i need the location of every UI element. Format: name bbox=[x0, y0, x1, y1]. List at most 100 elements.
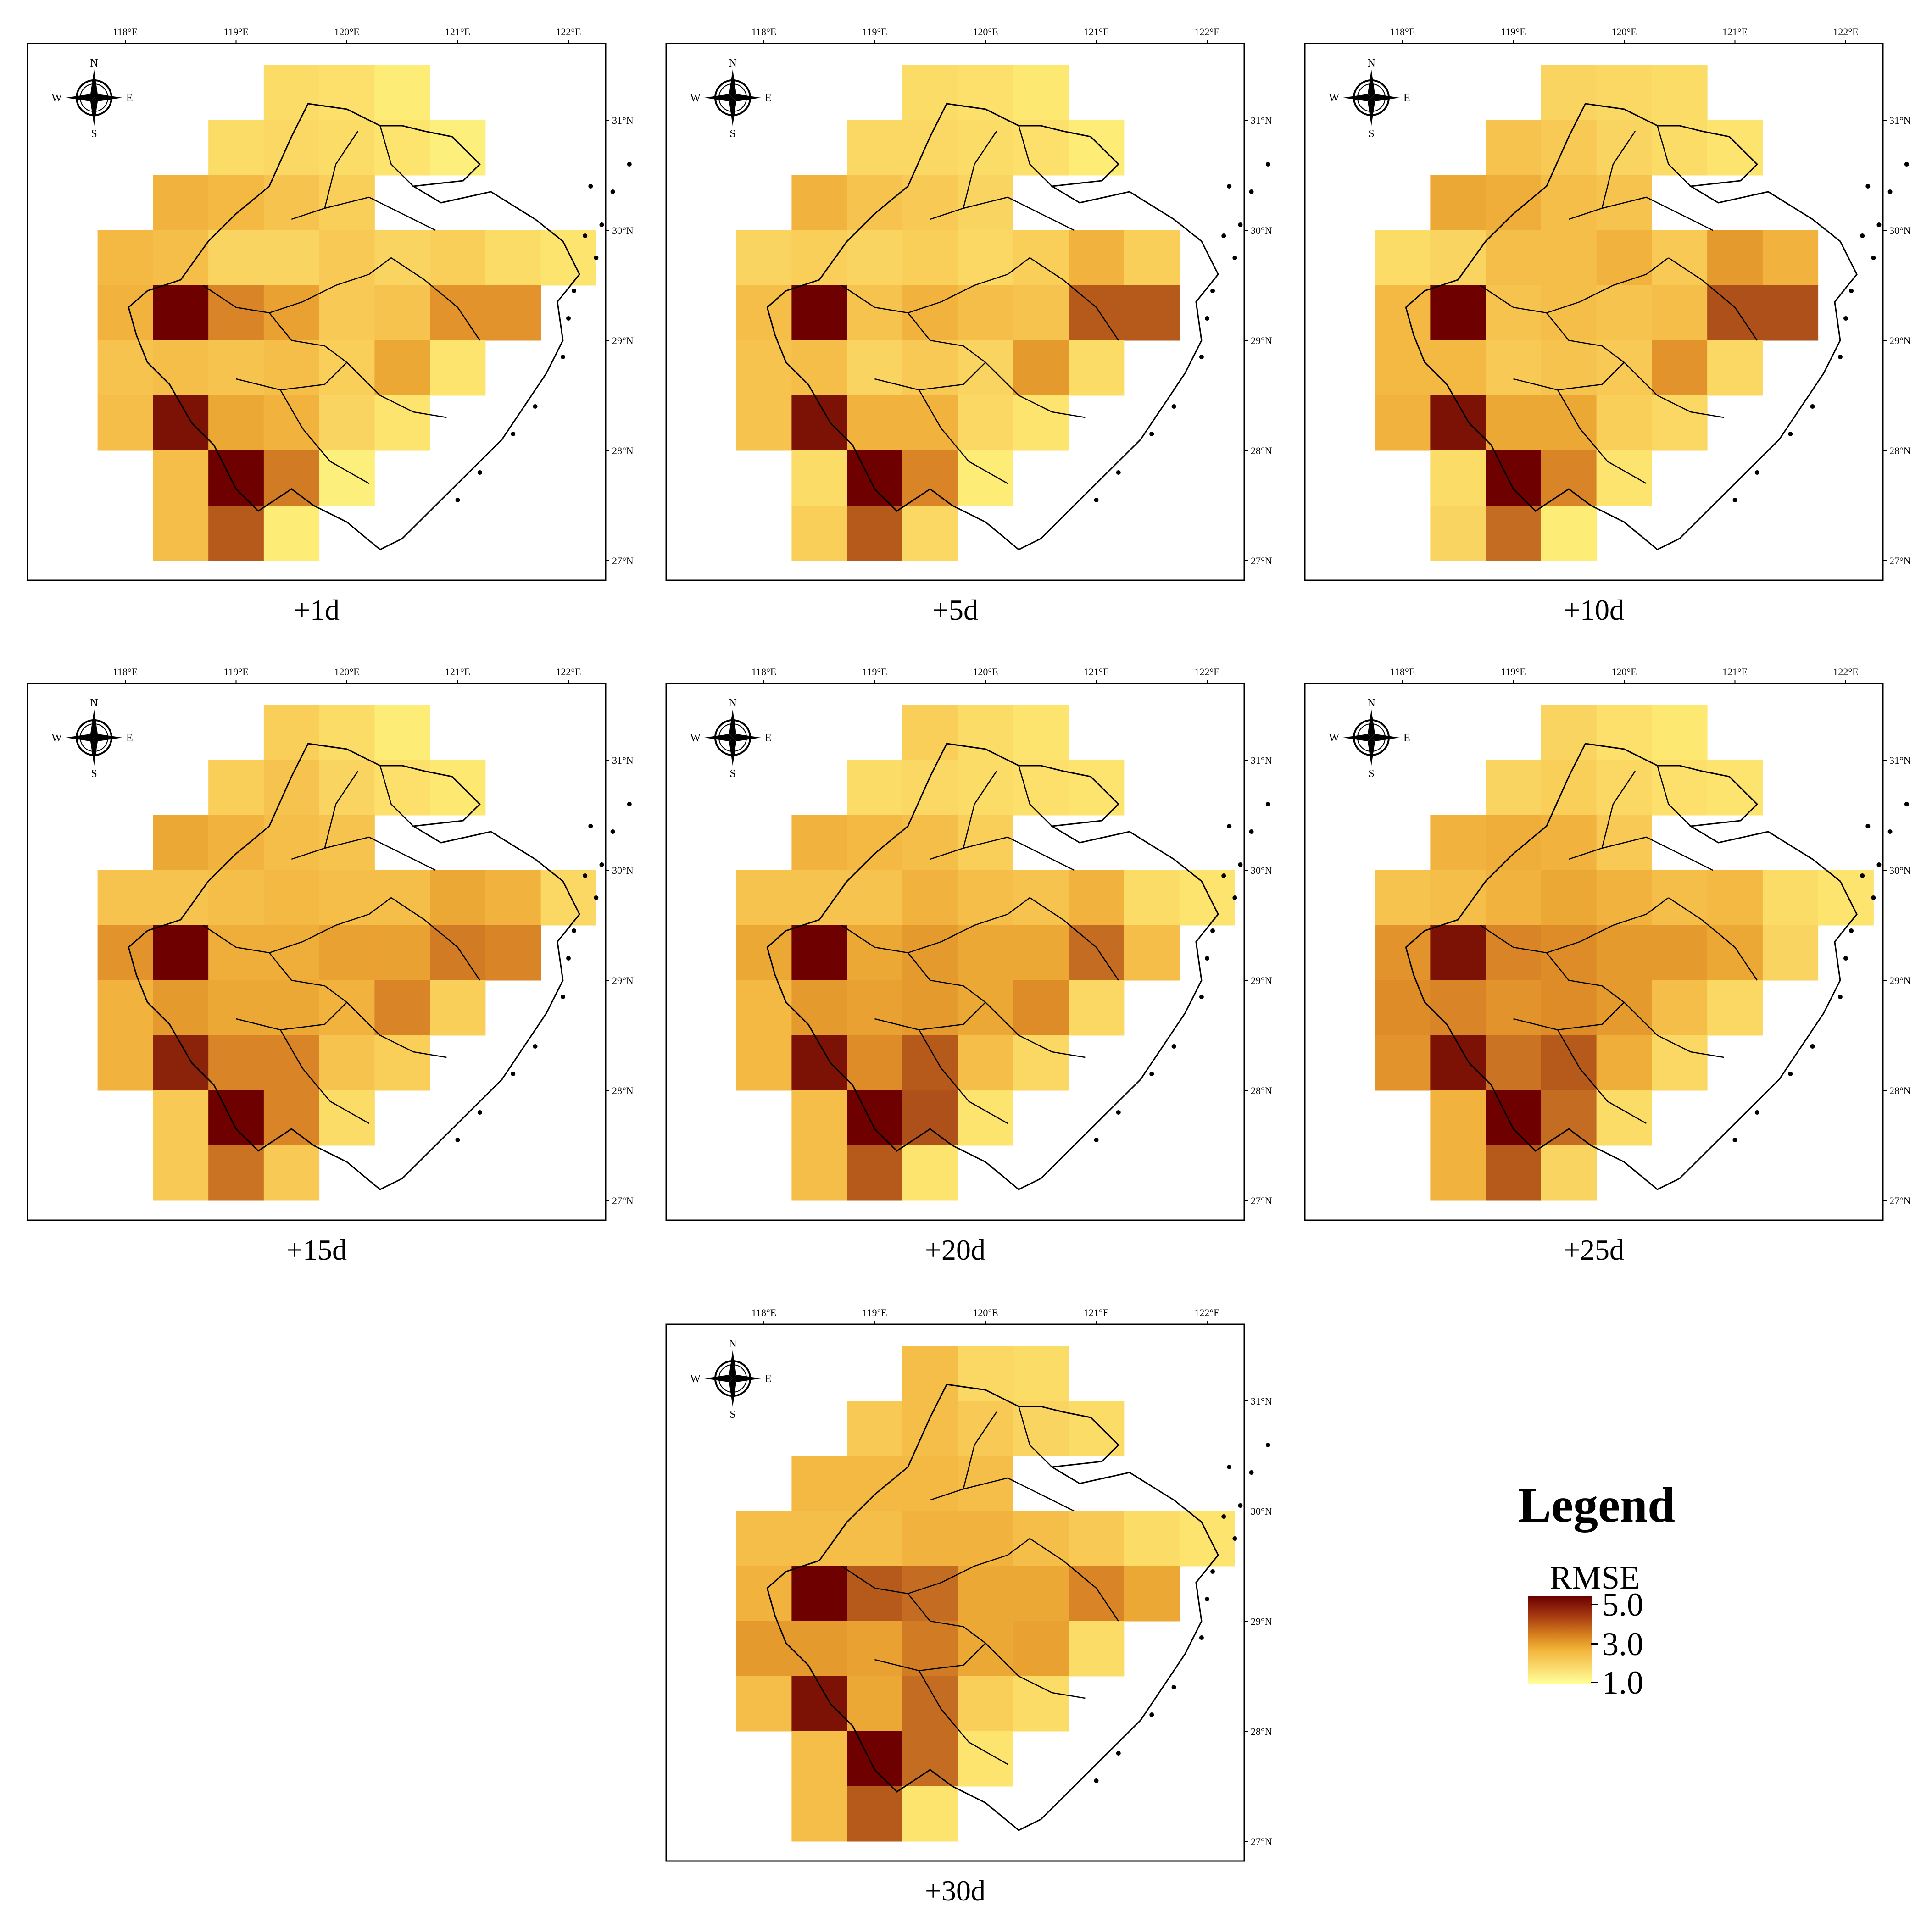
island bbox=[1210, 928, 1215, 933]
y-tick-label: 31°N bbox=[1251, 1395, 1272, 1407]
rmse-cell bbox=[791, 1511, 847, 1567]
island bbox=[1199, 995, 1204, 999]
island bbox=[1232, 1536, 1237, 1541]
legend-label-min: 1.0 bbox=[1602, 1664, 1643, 1701]
compass-label-e: E bbox=[765, 732, 772, 744]
rmse-cell bbox=[1069, 1401, 1125, 1456]
compass-label-w: W bbox=[51, 92, 62, 104]
island bbox=[1238, 222, 1243, 227]
rmse-cell bbox=[263, 65, 320, 121]
rmse-cell bbox=[791, 1566, 847, 1622]
rmse-cell bbox=[847, 120, 903, 176]
rmse-cell bbox=[97, 1035, 153, 1091]
x-tick-label: 122°E bbox=[1833, 666, 1858, 678]
panel-caption: +25d bbox=[1563, 1234, 1625, 1266]
x-tick-label: 122°E bbox=[556, 26, 581, 38]
island bbox=[1865, 184, 1871, 189]
rmse-cell bbox=[374, 980, 430, 1036]
x-tick-label: 118°E bbox=[1390, 666, 1415, 678]
rmse-cell bbox=[958, 1511, 1013, 1567]
rmse-cell bbox=[1707, 340, 1763, 396]
island bbox=[1871, 895, 1876, 900]
y-tick-label: 27°N bbox=[1251, 1836, 1272, 1847]
island bbox=[511, 432, 516, 436]
island bbox=[1171, 1685, 1176, 1689]
island bbox=[1205, 316, 1209, 321]
rmse-cell bbox=[1013, 705, 1069, 761]
island bbox=[1249, 189, 1254, 194]
rmse-cell bbox=[374, 65, 430, 121]
rmse-cell bbox=[958, 705, 1013, 761]
rmse-cell bbox=[1596, 925, 1652, 981]
city-boundary bbox=[1657, 765, 1691, 827]
city-boundary bbox=[1480, 284, 1580, 314]
x-tick-label: 120°E bbox=[973, 26, 998, 38]
y-tick-label: 29°N bbox=[1251, 335, 1272, 346]
rmse-cell bbox=[902, 506, 958, 561]
city-boundary bbox=[919, 1029, 1008, 1124]
rmse-cell bbox=[430, 870, 486, 926]
x-tick-label: 120°E bbox=[973, 1307, 998, 1318]
rmse-cell bbox=[540, 870, 596, 926]
rmse-cell bbox=[430, 230, 486, 286]
rmse-cell bbox=[902, 1731, 958, 1787]
rmse-cell bbox=[153, 340, 209, 396]
rmse-cell bbox=[791, 1621, 847, 1677]
city-boundary bbox=[963, 771, 997, 849]
rmse-cell bbox=[1430, 506, 1486, 561]
rmse-cell bbox=[1124, 925, 1180, 981]
city-boundary bbox=[874, 1002, 986, 1031]
island bbox=[1837, 355, 1843, 359]
x-tick-label: 118°E bbox=[752, 26, 776, 38]
city-boundary bbox=[941, 1538, 1030, 1584]
rmse-cell bbox=[791, 340, 847, 396]
rmse-cell bbox=[430, 340, 486, 396]
rmse-cell bbox=[1541, 120, 1597, 176]
city-boundary bbox=[930, 196, 1075, 231]
rmse-cell bbox=[1013, 1566, 1069, 1622]
rmse-cell bbox=[153, 230, 209, 286]
island bbox=[1788, 1072, 1793, 1076]
rmse-cell bbox=[1707, 760, 1763, 816]
y-tick-label: 31°N bbox=[1889, 755, 1911, 766]
compass-label-n: N bbox=[729, 1338, 736, 1350]
rmse-cell bbox=[1069, 1566, 1125, 1622]
rmse-cell bbox=[1375, 395, 1431, 451]
rmse-cell bbox=[736, 1676, 792, 1732]
panel-caption: +15d bbox=[286, 1234, 347, 1266]
rmse-cell bbox=[374, 705, 430, 761]
island bbox=[1876, 862, 1882, 867]
island bbox=[627, 162, 632, 167]
rmse-cell bbox=[847, 1676, 903, 1732]
island bbox=[583, 873, 588, 878]
rmse-cell bbox=[540, 230, 596, 286]
rmse-cell bbox=[97, 395, 153, 451]
rmse-cell bbox=[374, 395, 430, 451]
rmse-cell bbox=[791, 506, 847, 561]
legend-tick-mid bbox=[1591, 1643, 1598, 1645]
island bbox=[1116, 470, 1121, 475]
rmse-cell bbox=[791, 450, 847, 506]
city-boundary bbox=[1480, 924, 1580, 954]
rmse-cell bbox=[847, 340, 903, 396]
rmse-cell bbox=[791, 1090, 847, 1146]
rmse-cell bbox=[208, 760, 264, 816]
rmse-cell bbox=[1013, 120, 1069, 176]
compass-label-w: W bbox=[690, 92, 701, 104]
y-tick-label: 27°N bbox=[1889, 555, 1911, 567]
rmse-cell bbox=[1596, 65, 1652, 121]
rmse-cell bbox=[1541, 395, 1597, 451]
rmse-cell bbox=[1652, 65, 1708, 121]
y-tick-label: 30°N bbox=[1251, 225, 1272, 236]
legend-tick-max bbox=[1591, 1604, 1598, 1605]
rmse-cell bbox=[1069, 285, 1125, 341]
rmse-cell bbox=[1013, 1511, 1069, 1567]
rmse-cell bbox=[902, 1090, 958, 1146]
rmse-cell bbox=[1486, 175, 1542, 231]
rmse-cell bbox=[958, 395, 1013, 451]
legend-color-bar bbox=[1528, 1596, 1592, 1684]
rmse-cell bbox=[1013, 925, 1069, 981]
rmse-cell bbox=[1762, 925, 1819, 981]
island bbox=[1754, 1110, 1759, 1115]
rmse-cell bbox=[902, 815, 958, 871]
